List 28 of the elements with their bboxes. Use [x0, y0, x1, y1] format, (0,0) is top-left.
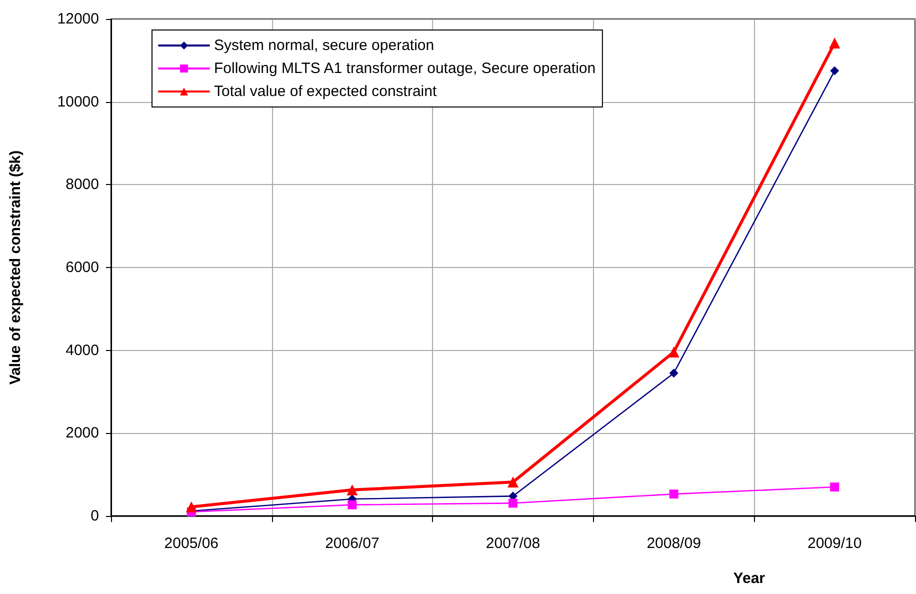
legend-label: Total value of expected constraint [214, 83, 438, 100]
x-tick-label: 2008/09 [646, 535, 701, 552]
y-tick-label: 10000 [57, 93, 99, 110]
y-axis-title: Value of expected constraint ($k) [7, 150, 24, 385]
x-tick-label: 2009/10 [807, 535, 862, 552]
legend-label: Following MLTS A1 transformer outage, Secure operation [214, 60, 596, 77]
x-tick-label: 2005/06 [164, 535, 219, 552]
y-tick-label: 2000 [66, 424, 99, 442]
x-tick-label: 2007/08 [486, 535, 540, 552]
x-axis-title: Year [733, 570, 766, 587]
point [669, 368, 678, 378]
point [508, 476, 518, 488]
point [508, 498, 518, 508]
y-tick-label: 12000 [57, 10, 99, 28]
y-tick-label: 0 [90, 508, 99, 524]
y-tick-label: 4000 [66, 342, 99, 359]
x-tick-label: 2006/07 [325, 535, 380, 552]
point [829, 38, 840, 49]
y-tick-label: 6000 [66, 259, 99, 276]
point [830, 482, 840, 492]
legend-label: System normal, secure operation [214, 37, 434, 54]
point [669, 490, 678, 499]
point [668, 346, 680, 358]
y-tick-label: 8000 [66, 176, 99, 194]
point [186, 501, 197, 512]
point [830, 66, 840, 76]
point [348, 500, 357, 510]
point [346, 484, 358, 496]
